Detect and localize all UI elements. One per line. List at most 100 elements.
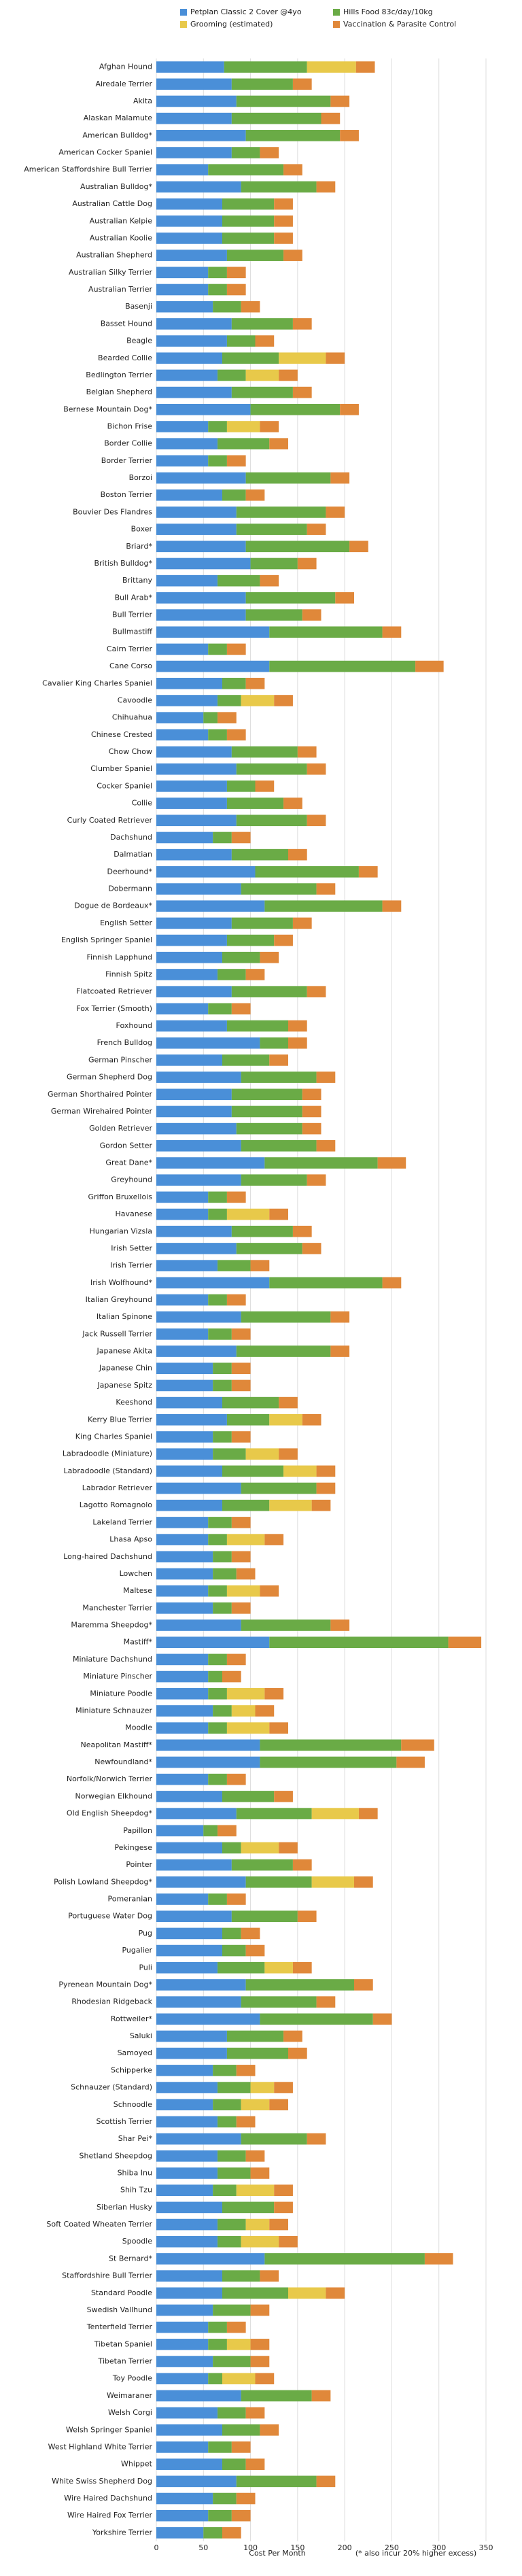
bar-segment <box>231 1003 251 1015</box>
bar-segment <box>264 2253 425 2265</box>
bar-segment <box>156 1687 209 1700</box>
y-tick-label: Newfoundland* <box>94 1757 152 1766</box>
bar-segment <box>156 112 232 124</box>
y-tick-label: Japanese Akita <box>97 1347 152 1356</box>
bar-segment <box>156 1191 209 1203</box>
bar-segment <box>156 934 227 946</box>
bar-segment <box>274 2184 293 2196</box>
bar-segment <box>264 1157 378 1169</box>
bar-segment <box>156 729 209 741</box>
bar-segment <box>213 1551 232 1563</box>
bar-segment <box>218 2116 237 2128</box>
bar-segment <box>156 1243 237 1254</box>
bar-segment <box>156 318 232 330</box>
y-tick-label: Flatcoated Retriever <box>76 987 152 996</box>
bar-segment <box>283 2030 302 2042</box>
y-tick-label: Dachshund <box>110 833 152 842</box>
bar-segment <box>250 2304 270 2316</box>
y-tick-label: Toy Poodle <box>112 2374 152 2383</box>
bar-segment <box>316 1996 336 2008</box>
bar-segment <box>292 1225 312 1237</box>
bar-segment <box>226 797 284 809</box>
bar-segment <box>156 1979 246 1991</box>
bar-segment <box>222 1499 270 1511</box>
bar-segment <box>307 61 356 73</box>
x-tick-label: 100 <box>243 2543 258 2552</box>
bar-segment <box>208 421 227 432</box>
bar-segment <box>156 2492 213 2505</box>
bar-segment <box>208 643 227 655</box>
bar-segment <box>358 1808 378 1819</box>
bar-segment <box>222 489 246 501</box>
y-tick-label: Basenji <box>125 302 152 311</box>
bar-segment <box>222 1465 284 1477</box>
bar-segment <box>226 1722 270 1734</box>
bar-segment <box>218 2082 251 2093</box>
bar-segment <box>218 712 237 723</box>
y-tick-label: Portuguese Water Dog <box>68 1912 152 1921</box>
y-tick-label: Soft Coated Wheaten Terrier <box>46 2220 152 2229</box>
bar-segment <box>245 1876 312 1888</box>
bar-segment <box>245 130 341 141</box>
bar-segment <box>236 1568 256 1580</box>
bar-segment <box>213 1448 246 1460</box>
bar-segment <box>316 2475 336 2488</box>
bar-segment <box>156 2218 218 2231</box>
bar-segment <box>316 1140 336 1152</box>
bar-segment <box>222 1944 246 1957</box>
bar-segment <box>260 1756 397 1768</box>
bar-segment <box>231 1088 302 1101</box>
bar-segment <box>213 2492 237 2505</box>
bar-segment <box>156 643 209 655</box>
y-tick-label: Cavalier King Charles Spaniel <box>42 679 152 687</box>
bar-segment <box>274 198 293 210</box>
bar-segment <box>208 1722 227 1734</box>
legend-swatch <box>333 9 340 16</box>
bar-segment <box>156 2458 222 2470</box>
bar-segment <box>245 1944 265 1957</box>
bar-segment <box>156 1174 241 1186</box>
bar-segment <box>302 609 321 621</box>
y-tick-label: Tenterfield Terrier <box>86 2322 153 2331</box>
bar-segment <box>236 506 326 518</box>
bar-segment <box>231 1328 251 1340</box>
bar-segment <box>156 1157 265 1169</box>
y-tick-label: German Shorthaired Pointer <box>48 1090 152 1099</box>
bar-segment <box>156 1260 218 1271</box>
bar-segment <box>224 61 307 73</box>
bar-segment <box>156 1499 222 1511</box>
bar-segment <box>382 626 402 638</box>
bar-segment <box>236 523 307 535</box>
bar-segment <box>382 1277 402 1289</box>
bar-segment <box>156 1602 213 1614</box>
bar-segment <box>156 1859 232 1871</box>
bar-segment <box>213 1602 232 1614</box>
bar-segment <box>260 147 279 158</box>
y-tick-label: Dobermann <box>108 885 152 893</box>
bar-segment <box>231 1859 293 1871</box>
bar-segment <box>156 2082 218 2093</box>
y-tick-label: Basset Hound <box>101 319 152 328</box>
bar-segment <box>377 1157 406 1169</box>
bar-segment <box>231 1105 302 1118</box>
y-tick-label: Beagle <box>126 337 152 345</box>
y-tick-label: English Springer Spaniel <box>61 935 152 944</box>
y-tick-label: King Charles Spaniel <box>75 1432 152 1441</box>
bar-segment <box>245 2407 265 2419</box>
bar-segment <box>274 233 293 244</box>
bar-segment <box>226 780 256 792</box>
bar-segment <box>279 1448 298 1460</box>
bar-segment <box>156 2099 213 2111</box>
y-tick-label: Golden Retriever <box>89 1124 152 1133</box>
y-tick-label: Airedale Terrier <box>96 80 153 88</box>
bar-segment <box>269 438 288 450</box>
bar-segment <box>231 318 293 330</box>
bar-segment <box>222 2373 256 2385</box>
y-tick-label: Kerry Blue Terrier <box>88 1415 152 1424</box>
y-tick-label: Borzoi <box>129 473 152 482</box>
y-tick-label: Chow Chow <box>109 747 152 756</box>
bar-segment <box>274 695 293 706</box>
y-tick-label: Belgian Shepherd <box>86 388 152 396</box>
bar-segment <box>283 164 302 176</box>
y-tick-label: St Bernard* <box>109 2254 152 2263</box>
